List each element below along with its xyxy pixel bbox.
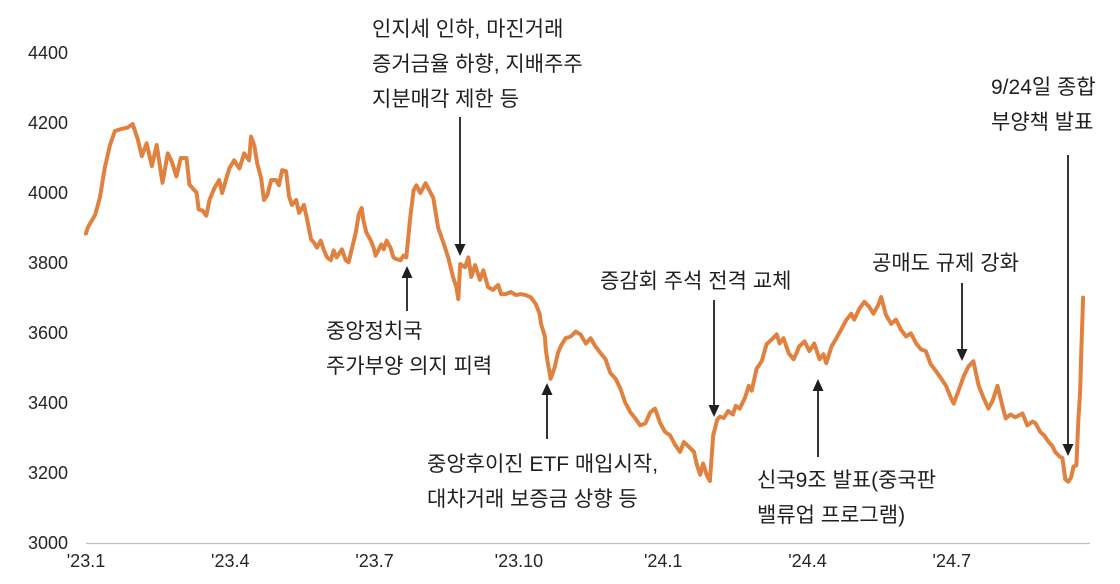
annotation-line: 주가부양 의지 피력 [326, 355, 493, 378]
annotation-huijin-etf-buying: 중앙후이진 ETF 매입시작, 대차거래 보증금 상향 등 [427, 447, 658, 517]
annotation-arrow-stamp-duty-cut [454, 117, 466, 256]
annotation-line: 지분매각 제한 등 [372, 88, 519, 111]
y-axis-label: 3000 [27, 533, 68, 553]
annotation-arrow-nine-measures [812, 379, 824, 457]
x-axis-label: '24.4 [788, 551, 827, 571]
annotation-line: 신국9조 발표(중국판 [757, 469, 937, 492]
annotation-arrow-politburo-support [401, 266, 413, 311]
x-axis-label: '23.1 [66, 551, 106, 571]
y-axis-label: 3800 [27, 253, 68, 273]
annotation-line: 인지세 인하, 마진거래 [372, 18, 564, 41]
y-axis-label: 4000 [27, 183, 68, 203]
price-line [84, 122, 1086, 484]
y-axis-label: 3400 [27, 393, 68, 413]
x-axis-label: '24.1 [643, 551, 683, 571]
annotation-line: 중앙후이진 ETF 매입시작, [427, 453, 659, 476]
annotation-arrow-stimulus-0924 [1062, 155, 1074, 456]
annotation-line: 증감회 주석 전격 교체 [600, 270, 792, 293]
y-axis-label: 4400 [27, 43, 68, 63]
annotation-line: 대차거래 보증금 상향 등 [427, 488, 638, 511]
annotation-line: 밸류업 프로그램) [757, 504, 906, 527]
x-axis-label: '23.7 [355, 551, 394, 571]
annotation-arrow-huijin-etf-buying [541, 383, 553, 439]
annotation-csrc-chief-replaced: 증감회 주석 전격 교체 [600, 264, 791, 299]
annotation-short-selling-rules: 공매도 규제 강화 [872, 246, 1019, 281]
annotation-arrow-short-selling-rules [956, 283, 968, 361]
x-axis-label: '23.10 [494, 551, 544, 571]
y-axis-label: 3600 [27, 323, 68, 343]
x-axis-label: '24.7 [932, 551, 972, 571]
annotation-line: 중앙정치국 [326, 320, 423, 343]
y-axis-label: 4200 [27, 113, 68, 133]
annotation-line: 증거금율 하향, 지배주주 [372, 53, 583, 76]
annotation-arrow-csrc-chief-replaced [708, 300, 720, 417]
x-axis-label: '23.4 [211, 551, 250, 571]
y-axis-label: 3200 [27, 463, 68, 483]
annotation-line: 공매도 규제 강화 [872, 252, 1019, 275]
annotation-line: 9/24일 종합 [991, 76, 1096, 99]
annotation-line: 부양책 발표 [991, 111, 1094, 134]
